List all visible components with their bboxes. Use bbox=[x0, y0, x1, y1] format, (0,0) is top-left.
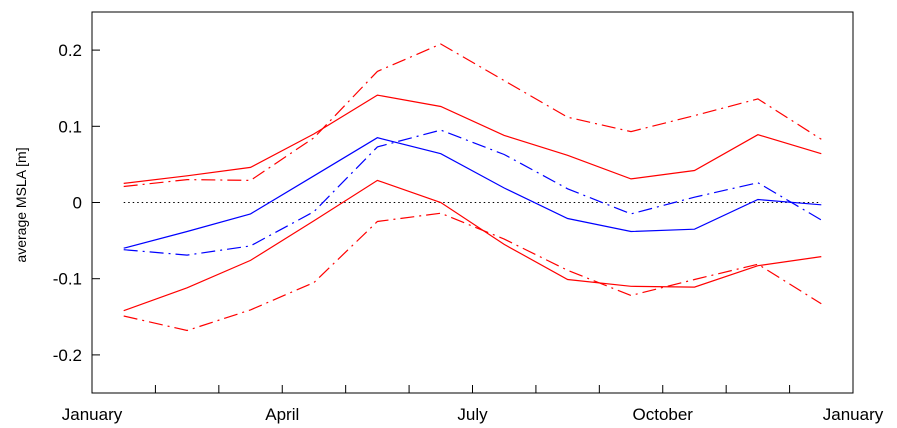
y-ticks: 0.2 0.1 0 -0.1 -0.2 bbox=[53, 41, 100, 365]
series-line-6 bbox=[123, 212, 822, 332]
y-tick-label: 0.2 bbox=[58, 41, 82, 60]
series-line-5 bbox=[123, 179, 822, 312]
x-tick-label: April bbox=[265, 405, 299, 424]
series-line-2 bbox=[123, 43, 822, 188]
x-ticks: January April July October January bbox=[62, 385, 884, 424]
series-line-3 bbox=[123, 137, 822, 249]
x-tick-label: October bbox=[633, 405, 694, 424]
series-layer bbox=[123, 43, 822, 332]
y-tick-label: -0.2 bbox=[53, 346, 82, 365]
x-tick-label: July bbox=[457, 405, 488, 424]
x-tick-label: January bbox=[823, 405, 884, 424]
y-axis-label: average MSLA [m] bbox=[13, 147, 29, 262]
y-tick-label: 0 bbox=[73, 194, 82, 213]
series-line-1 bbox=[123, 94, 822, 184]
y-tick-label: -0.1 bbox=[53, 270, 82, 289]
x-tick-label: January bbox=[62, 405, 123, 424]
y-tick-label: 0.1 bbox=[58, 117, 82, 136]
series-line-4 bbox=[123, 129, 822, 256]
